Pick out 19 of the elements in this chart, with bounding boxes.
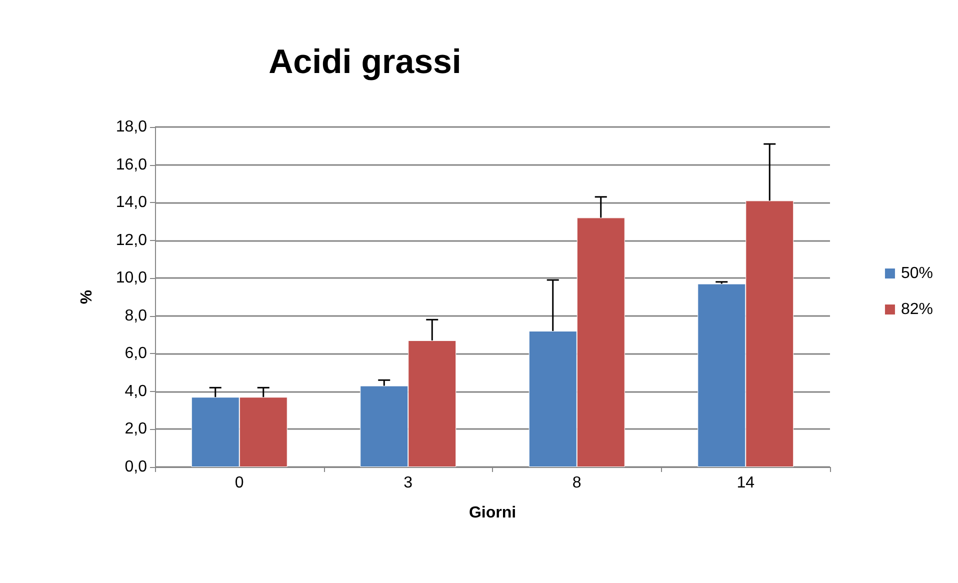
x-axis-title: Giorni	[468, 504, 516, 522]
y-axis-title: %	[78, 290, 96, 304]
y-tick-label: 12,0	[116, 232, 148, 249]
y-tick-label: 8,0	[124, 307, 148, 324]
y-tick-label: 0,0	[124, 458, 148, 476]
chart-title: Acidi grassi	[268, 43, 462, 81]
x-tick-label: 3	[404, 474, 413, 492]
y-tick-label: 18,0	[116, 118, 148, 136]
legend-label: 82%	[900, 301, 934, 318]
x-tick-label: 0	[234, 474, 244, 492]
y-tick-label: 2,0	[124, 420, 148, 438]
y-tick-label: 4,0	[124, 382, 148, 400]
y-tick-label: 10,0	[116, 270, 148, 287]
y-tick-label: 14,0	[116, 194, 148, 212]
x-tick-label: 8	[572, 474, 582, 492]
y-tick-label: 6,0	[124, 345, 148, 362]
legend-label: 50%	[900, 265, 934, 282]
y-tick-label: 16,0	[116, 156, 148, 174]
x-tick-label: 14	[736, 474, 755, 492]
